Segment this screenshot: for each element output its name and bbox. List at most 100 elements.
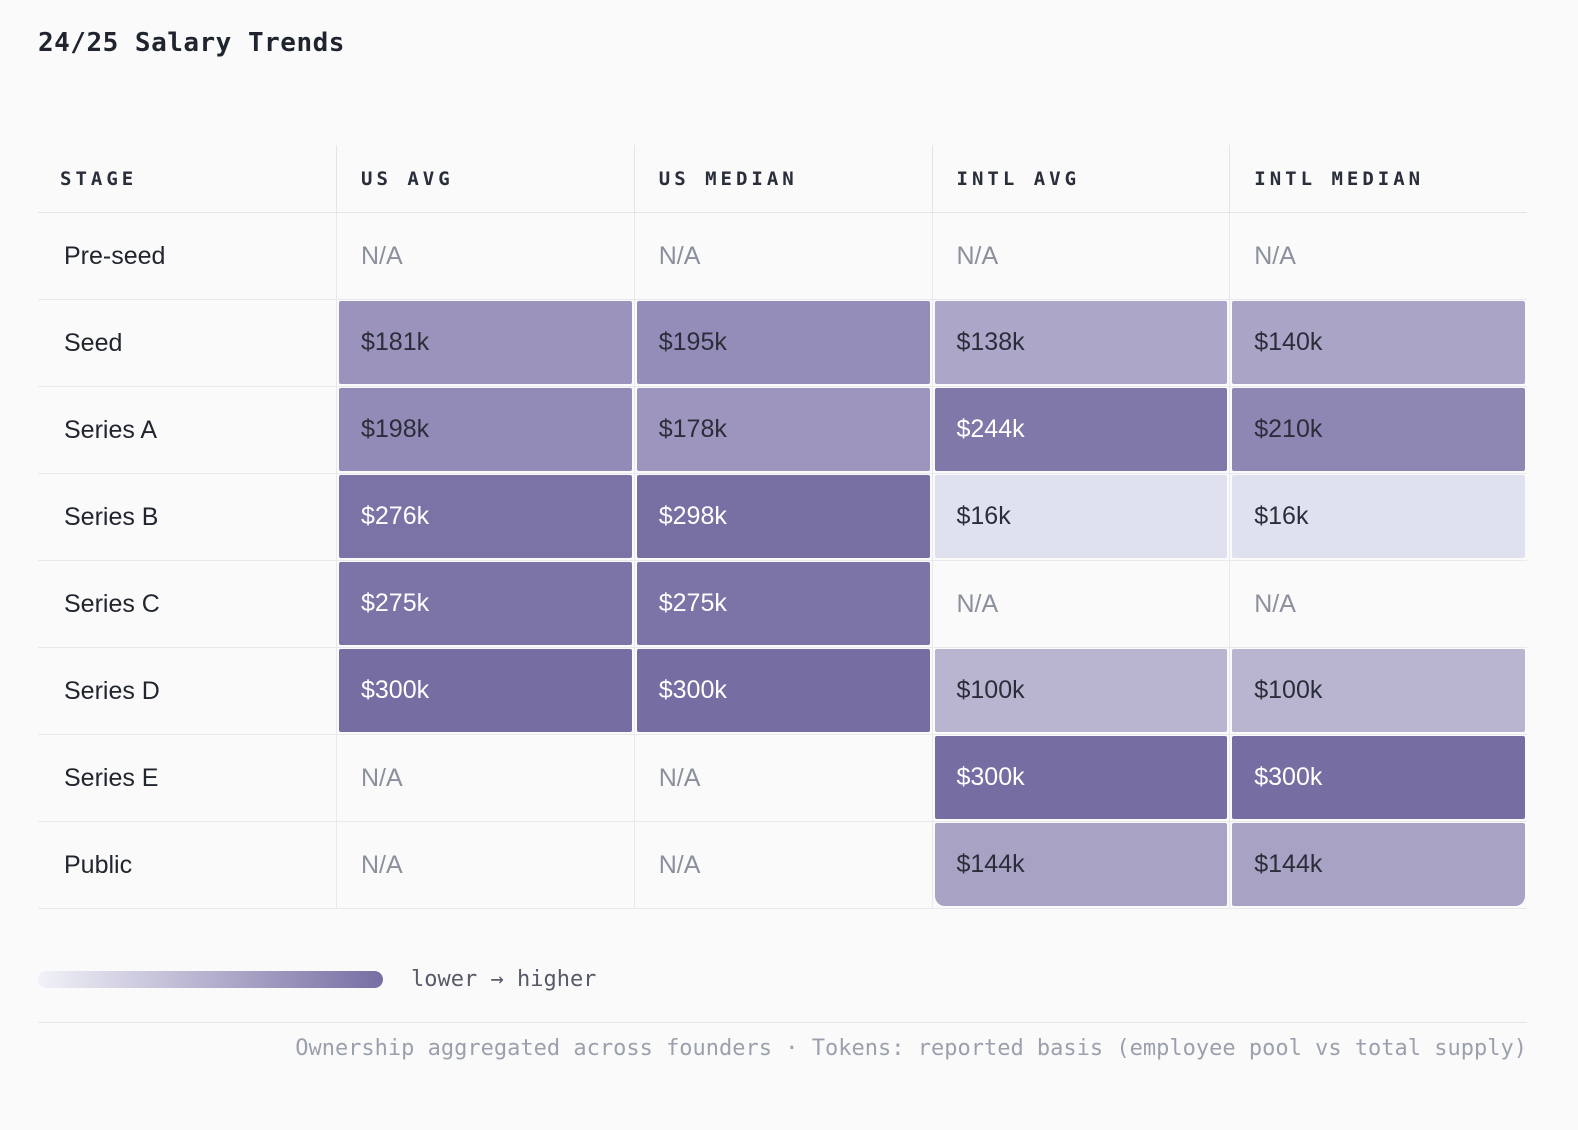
value-cell: $144k [931, 822, 1230, 908]
cell-value: $275k [658, 589, 727, 617]
column-header-us-avg: US AVG [336, 145, 634, 212]
column-header-intl-avg: INTL AVG [931, 145, 1230, 212]
cell-value: $210k [1254, 415, 1323, 443]
cell-value: $100k [956, 676, 1025, 704]
cell-value: N/A [361, 241, 403, 270]
value-cell: N/A [336, 822, 634, 908]
heatmap-cell-fill: $181k [339, 301, 632, 384]
stage-label: Series E [64, 763, 159, 792]
value-cell: $16k [931, 474, 1230, 560]
table-row: Series B $276k $298k $16k $16k [38, 474, 1527, 561]
heatmap-cell-fill: $100k [1232, 649, 1525, 732]
stage-label: Public [64, 850, 133, 879]
heatmap-cell-fill: $275k [636, 562, 930, 645]
stage-label: Series D [64, 676, 160, 705]
cell-value: N/A [658, 763, 701, 792]
value-cell: N/A [1229, 213, 1527, 299]
cell-value: $198k [361, 415, 430, 443]
value-cell: $198k [336, 387, 634, 473]
cell-value: $244k [956, 415, 1025, 443]
table-row: Series E N/A N/A $300k $300k [38, 735, 1527, 822]
heatmap-cell-fill: $210k [1232, 388, 1525, 471]
cell-value: N/A [1254, 241, 1296, 270]
value-cell: $138k [931, 300, 1230, 386]
cell-value: $144k [956, 850, 1025, 878]
heatmap-cell-fill: $300k [636, 649, 930, 732]
value-cell: $300k [633, 648, 932, 734]
value-cell: $100k [931, 648, 1230, 734]
heatmap-cell-fill: $138k [934, 301, 1228, 384]
value-cell: N/A [336, 735, 634, 821]
cell-value: $16k [1254, 502, 1309, 530]
cell-value: $300k [658, 676, 727, 704]
value-cell: $16k [1229, 474, 1527, 560]
heatmap-cell-fill: $244k [934, 388, 1228, 471]
stage-label: Series B [64, 502, 159, 531]
column-header-intl-median: INTL MEDIAN [1229, 145, 1527, 212]
cell-value: N/A [1254, 589, 1296, 618]
value-cell: N/A [931, 213, 1230, 299]
value-cell: $210k [1229, 387, 1527, 473]
table-row: Pre-seed N/A N/A N/A N/A [38, 213, 1527, 300]
value-cell: N/A [633, 822, 932, 908]
heatmap-cell-fill: $195k [636, 301, 930, 384]
cell-value: $100k [1254, 676, 1323, 704]
value-cell: $298k [633, 474, 932, 560]
value-cell: $140k [1229, 300, 1527, 386]
cell-value: $300k [956, 763, 1025, 791]
value-cell: $275k [336, 561, 634, 647]
cell-value: $138k [956, 328, 1025, 356]
heatmap-cell-fill: $178k [636, 388, 930, 471]
value-cell: $276k [336, 474, 634, 560]
stage-label: Series A [64, 415, 158, 444]
value-cell: $144k [1229, 822, 1527, 908]
value-cell: $195k [633, 300, 932, 386]
value-cell: $300k [931, 735, 1230, 821]
value-cell: N/A [336, 213, 634, 299]
heatmap-cell-fill: $140k [1232, 301, 1525, 384]
heatmap-cell-fill: $300k [934, 736, 1228, 819]
cell-value: $181k [361, 328, 430, 356]
value-cell: $300k [336, 648, 634, 734]
cell-value: $298k [658, 502, 727, 530]
cell-value: $16k [956, 502, 1011, 530]
cell-value: $300k [1254, 763, 1323, 791]
heatmap-cell-fill: $298k [636, 475, 930, 558]
column-header-stage: STAGE [60, 167, 138, 190]
cell-value: $178k [658, 415, 727, 443]
table-row: Series D $300k $300k $100k $100k [38, 648, 1527, 735]
cell-value: N/A [361, 763, 403, 792]
footer-note: Ownership aggregated across founders · T… [295, 1036, 1527, 1061]
heatmap-cell-fill: $144k [934, 823, 1228, 906]
heatmap-cell-fill: $300k [339, 649, 632, 732]
legend-label: lower → higher [411, 967, 597, 992]
value-cell: N/A [633, 213, 932, 299]
heatmap-cell-fill: $100k [934, 649, 1228, 732]
heatmap-cell-fill: $198k [339, 388, 632, 471]
heatmap-gradient-bar [38, 971, 383, 988]
heatmap-cell-fill: $16k [934, 475, 1228, 558]
table-header-row: STAGE US AVG US MEDIAN INTL AVG INTL MED… [38, 145, 1527, 213]
table-row: Series A $198k $178k $244k $210k [38, 387, 1527, 474]
value-cell: $275k [633, 561, 932, 647]
table-row: Public N/A N/A $144k $144k [38, 822, 1527, 909]
cell-value: $144k [1254, 850, 1323, 878]
value-cell: $244k [931, 387, 1230, 473]
cell-value: N/A [658, 850, 701, 879]
heatmap-cell-fill: $144k [1232, 823, 1525, 906]
cell-value: $275k [361, 589, 430, 617]
cell-value: $195k [658, 328, 727, 356]
column-header-us-median: US MEDIAN [633, 145, 932, 212]
salary-table: STAGE US AVG US MEDIAN INTL AVG INTL MED… [38, 145, 1527, 909]
stage-label: Series C [64, 589, 160, 618]
value-cell: $178k [633, 387, 932, 473]
table-body: Pre-seed N/A N/A N/A N/A Seed $181k $195k $138k $… [38, 213, 1527, 909]
page-title: 24/25 Salary Trends [38, 28, 345, 58]
stage-label: Seed [64, 328, 123, 357]
cell-value: $300k [361, 676, 430, 704]
cell-value: N/A [361, 850, 403, 879]
heatmap-cell-fill: $300k [1232, 736, 1525, 819]
cell-value: $276k [361, 502, 430, 530]
cell-value: $140k [1254, 328, 1323, 356]
heatmap-cell-fill: $276k [339, 475, 632, 558]
